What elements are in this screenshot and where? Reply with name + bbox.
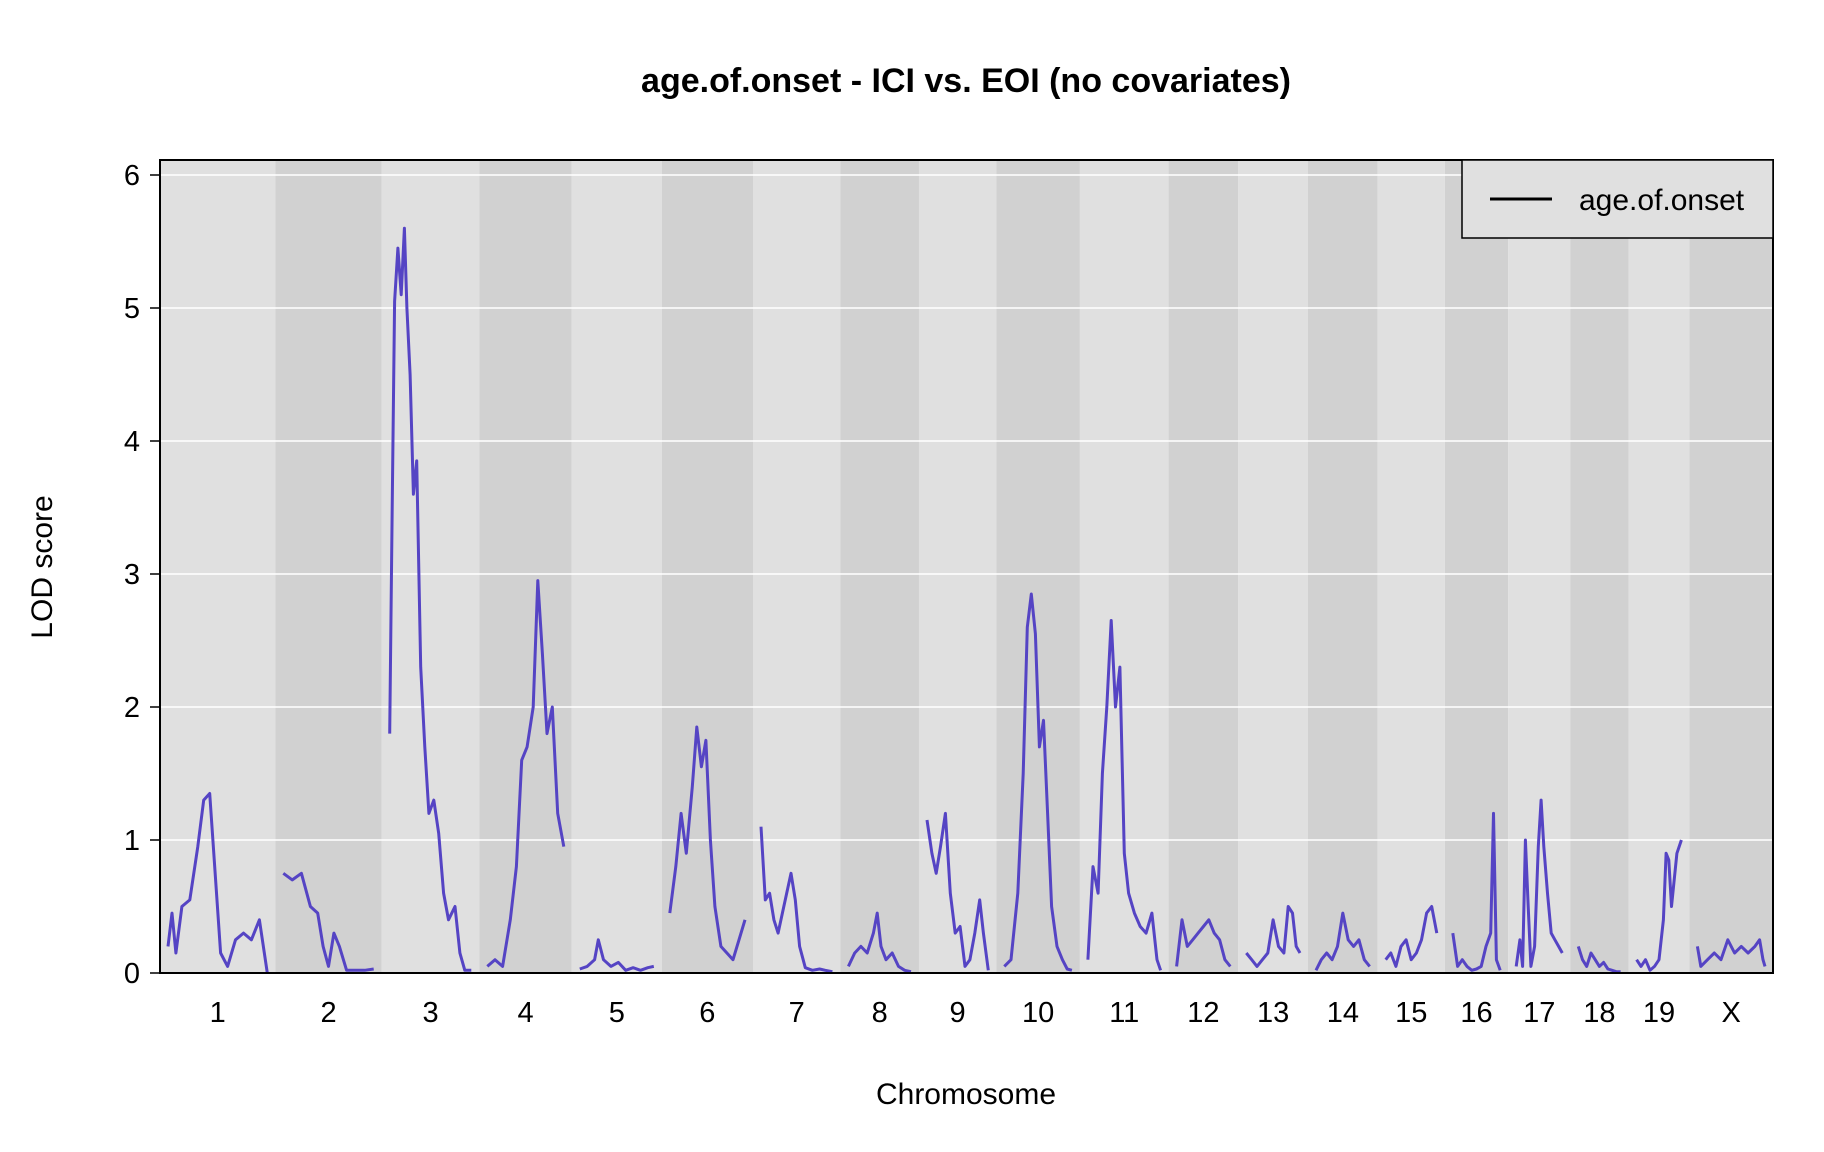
chromosome-band-X bbox=[1689, 160, 1773, 973]
lod-line-chr-12 bbox=[1175, 918, 1232, 968]
lod-line-chr-14 bbox=[1314, 911, 1371, 971]
x-tick-label-chr-16: 16 bbox=[1460, 997, 1492, 1029]
x-axis-label: Chromosome bbox=[876, 1078, 1056, 1111]
chromosome-band-6 bbox=[661, 160, 753, 973]
chromosome-band-1 bbox=[160, 160, 276, 973]
lod-line-chr-13 bbox=[1245, 905, 1302, 968]
x-tick-label-chr-18: 18 bbox=[1583, 997, 1615, 1029]
x-tick-label-chr-9: 9 bbox=[950, 997, 966, 1029]
lod-line-chr-15 bbox=[1384, 905, 1439, 968]
x-tick-label-chr-15: 15 bbox=[1395, 997, 1427, 1029]
lod-line-chr-18 bbox=[1576, 945, 1621, 974]
chart-title: age.of.onset - ICI vs. EOI (no covariate… bbox=[641, 62, 1291, 100]
chromosome-band-12 bbox=[1168, 160, 1239, 973]
lod-line-chr-X bbox=[1695, 938, 1767, 968]
chromosome-band-15 bbox=[1377, 160, 1445, 973]
chromosome-band-19 bbox=[1628, 160, 1690, 973]
legend: age.of.onset bbox=[1461, 159, 1774, 239]
chromosome-band-18 bbox=[1570, 160, 1629, 973]
lod-line-chr-19 bbox=[1635, 839, 1683, 972]
x-tick-label-chr-2: 2 bbox=[320, 997, 336, 1029]
lod-line-chr-4 bbox=[486, 579, 566, 968]
x-tick-label-chr-X: X bbox=[1722, 997, 1741, 1029]
x-tick-label-chr-13: 13 bbox=[1257, 997, 1289, 1029]
y-tick-label-3: 3 bbox=[124, 559, 140, 591]
x-axis-ticks: 1 2 3 4 5 6 7 8 9 10 11 12 13 14 15 16 17 18 19 X bbox=[210, 997, 1741, 1029]
x-tick-label-chr-6: 6 bbox=[699, 997, 715, 1029]
lod-line-chr-9 bbox=[925, 811, 990, 971]
x-tick-label-chr-12: 12 bbox=[1187, 997, 1219, 1029]
x-tick-label-chr-3: 3 bbox=[422, 997, 438, 1029]
x-tick-label-chr-11: 11 bbox=[1109, 997, 1139, 1029]
x-tick-label-chr-1: 1 bbox=[210, 997, 226, 1029]
lod-line-chr-8 bbox=[847, 911, 912, 974]
x-tick-label-chr-10: 10 bbox=[1022, 997, 1054, 1029]
chromosome-band-2 bbox=[275, 160, 382, 973]
y-tick-label-0: 0 bbox=[124, 958, 140, 990]
y-tick-label-5: 5 bbox=[124, 293, 140, 325]
lod-line-chr-2 bbox=[282, 871, 374, 972]
chromosome-band-9 bbox=[918, 160, 997, 973]
lod-line-chr-3 bbox=[388, 226, 472, 972]
x-tick-label-chr-7: 7 bbox=[789, 997, 805, 1029]
lod-line-chr-17 bbox=[1514, 798, 1564, 968]
y-tick-label-1: 1 bbox=[124, 825, 140, 857]
x-tick-label-chr-4: 4 bbox=[517, 997, 533, 1029]
chromosome-band-4 bbox=[479, 160, 572, 973]
y-axis-ticks: 0 1 2 3 4 5 6 bbox=[124, 160, 160, 990]
x-tick-label-chr-17: 17 bbox=[1523, 997, 1555, 1029]
chromosome-band-5 bbox=[571, 160, 662, 973]
y-tick-label-4: 4 bbox=[124, 426, 140, 458]
lod-line-chr-11 bbox=[1086, 619, 1163, 971]
lod-line-chr-1 bbox=[166, 792, 269, 974]
grid-lines bbox=[160, 174, 1773, 841]
legend-entry-age-of-onset: age.of.onset bbox=[1579, 184, 1745, 217]
x-tick-label-chr-14: 14 bbox=[1327, 997, 1359, 1029]
x-tick-label-chr-5: 5 bbox=[609, 997, 625, 1029]
lod-line-chr-10 bbox=[1003, 592, 1073, 972]
y-tick-label-6: 6 bbox=[124, 160, 140, 192]
chromosome-band-10 bbox=[996, 160, 1080, 973]
chromosome-band-14 bbox=[1307, 160, 1378, 973]
lod-line-chr-7 bbox=[759, 826, 833, 974]
plot-frame bbox=[159, 159, 1774, 974]
chromosome-bands bbox=[160, 160, 1773, 973]
lod-line-chr-16 bbox=[1451, 811, 1502, 972]
y-axis-label: LOD score bbox=[26, 495, 59, 638]
x-tick-label-chr-8: 8 bbox=[872, 997, 888, 1029]
chromosome-band-8 bbox=[840, 160, 919, 973]
lod-line-chr-5 bbox=[579, 938, 655, 972]
y-tick-label-2: 2 bbox=[124, 692, 140, 724]
chromosome-band-13 bbox=[1238, 160, 1308, 973]
lod-line-chr-6 bbox=[668, 725, 747, 962]
x-tick-label-chr-19: 19 bbox=[1643, 997, 1675, 1029]
chromosome-band-7 bbox=[752, 160, 841, 973]
chromosome-band-16 bbox=[1444, 160, 1509, 973]
chromosome-band-3 bbox=[381, 160, 480, 973]
series-age-of-onset bbox=[166, 226, 1767, 974]
